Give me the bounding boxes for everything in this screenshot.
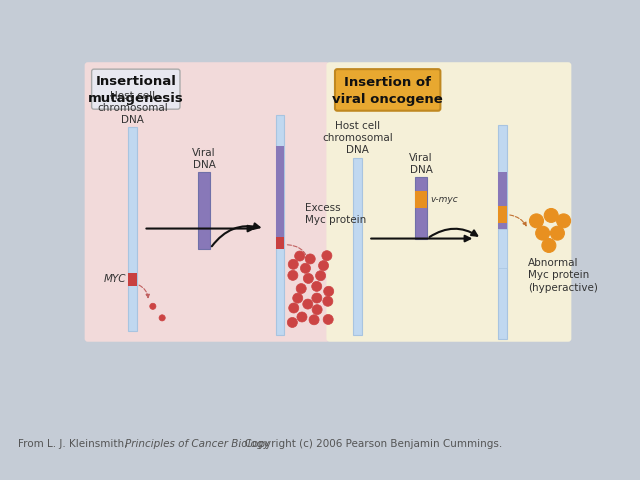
Circle shape [294,251,305,261]
Circle shape [323,314,333,324]
Bar [498,206,507,223]
Text: Insertional
mutagenesis: Insertional mutagenesis [88,75,184,105]
Bar [129,127,137,331]
Circle shape [287,317,298,327]
Bar [498,125,507,339]
Circle shape [319,261,328,271]
Text: Host cell
chromosomal
DNA: Host cell chromosomal DNA [322,120,393,156]
Circle shape [288,259,298,269]
Circle shape [297,312,307,322]
Text: Abnormal
Myc protein
(hyperactive): Abnormal Myc protein (hyperactive) [528,258,598,293]
Text: Viral
DNA: Viral DNA [409,153,433,175]
FancyBboxPatch shape [92,69,180,109]
Bar [129,273,137,286]
Bar [276,146,284,237]
Bar [498,229,507,268]
Circle shape [305,254,316,264]
Text: v-myc: v-myc [430,195,458,204]
Text: Excess
Myc protein: Excess Myc protein [305,203,366,226]
Circle shape [536,226,550,240]
Circle shape [296,284,306,294]
Circle shape [529,214,543,228]
Circle shape [309,315,319,325]
Circle shape [316,271,326,281]
Bar [353,158,362,335]
Bar [276,115,284,335]
Circle shape [542,239,556,252]
Text: . Copyright (c) 2006 Pearson Benjamin Cummings.: . Copyright (c) 2006 Pearson Benjamin Cu… [238,439,502,449]
Circle shape [300,263,310,273]
Circle shape [312,305,322,315]
Circle shape [557,214,571,228]
Text: Principles of Cancer Biology: Principles of Cancer Biology [125,439,269,449]
Circle shape [303,299,313,309]
FancyBboxPatch shape [84,62,330,342]
Circle shape [544,208,558,222]
Circle shape [324,286,333,296]
Bar [415,191,428,208]
FancyBboxPatch shape [335,69,440,111]
Circle shape [323,296,333,306]
Bar [415,177,428,239]
Bar [198,171,210,249]
Circle shape [550,226,564,240]
Circle shape [288,270,298,280]
Text: From L. J. Kleinsmith,: From L. J. Kleinsmith, [18,439,131,449]
Circle shape [312,281,322,291]
Circle shape [292,293,303,303]
Text: Host cell
chromosomal
DNA: Host cell chromosomal DNA [97,91,168,125]
Text: Insertion of
viral oncogene: Insertion of viral oncogene [332,76,443,106]
Circle shape [303,274,314,283]
Circle shape [289,303,299,313]
Circle shape [312,293,322,303]
FancyBboxPatch shape [326,62,572,342]
Bar [276,237,284,249]
Circle shape [150,303,156,310]
Circle shape [322,251,332,261]
Text: Viral
DNA: Viral DNA [192,148,216,170]
Text: MYC: MYC [103,275,125,284]
Circle shape [159,315,165,321]
Bar [498,171,507,229]
